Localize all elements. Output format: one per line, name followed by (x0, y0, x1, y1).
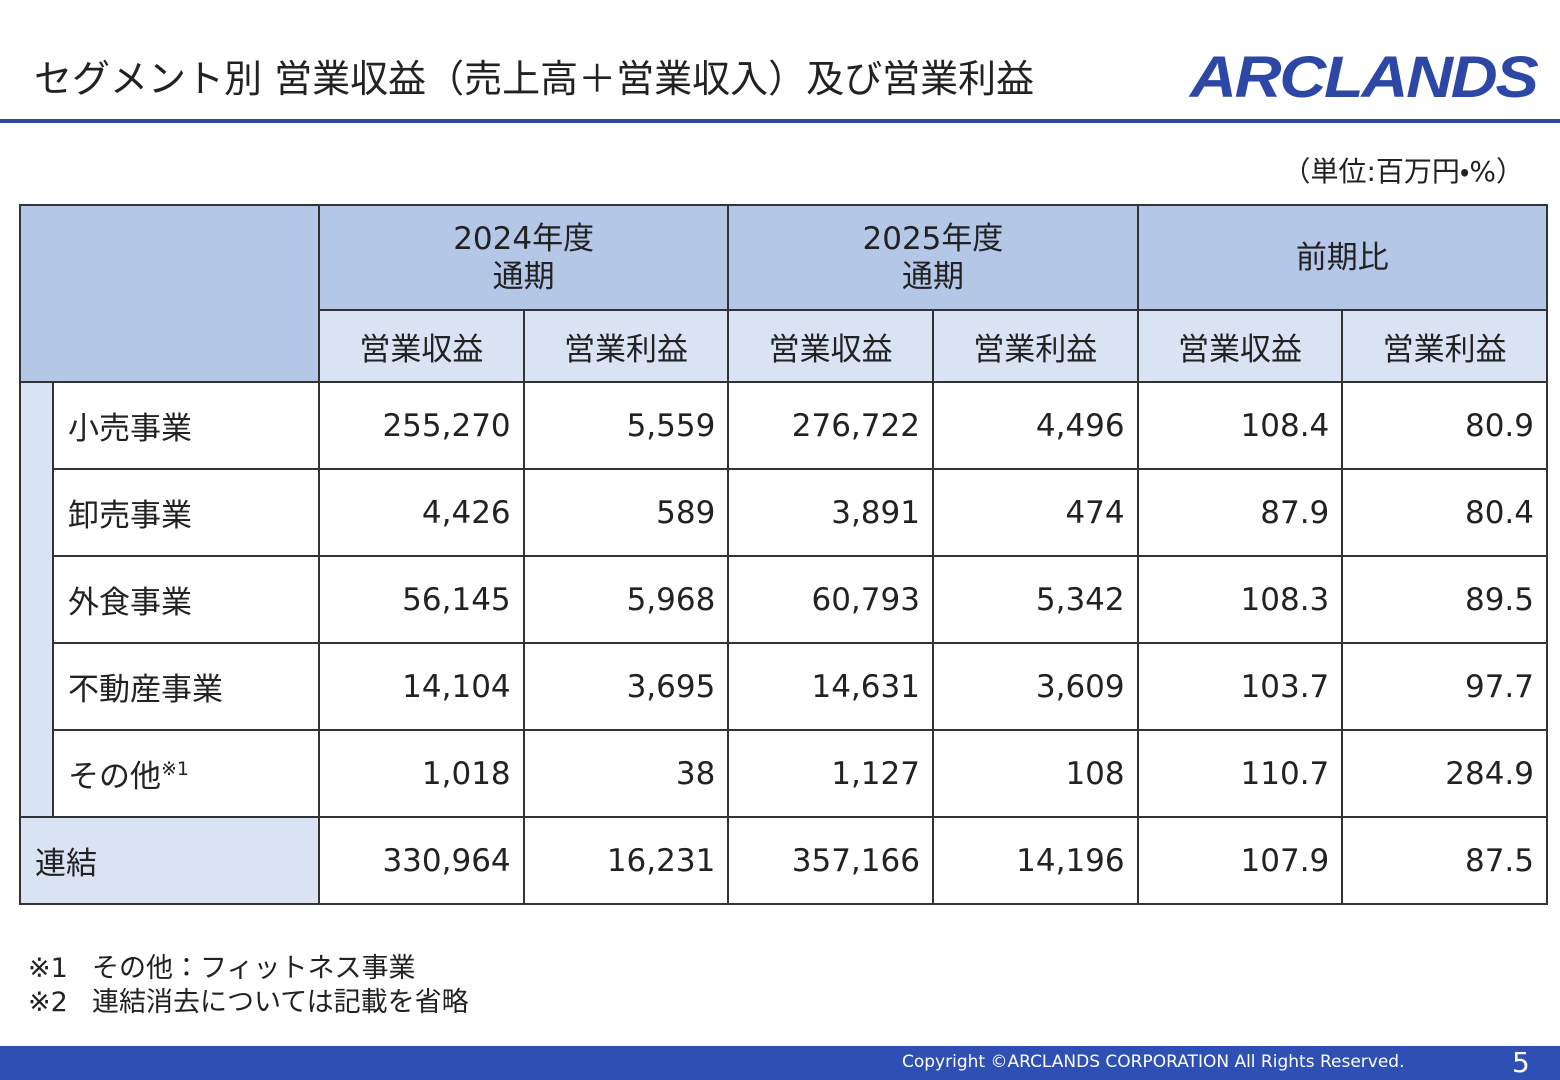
period-header: 2024年度 通期 (317, 204, 730, 311)
value-cell: 107.9 (1136, 816, 1344, 905)
value-cell: 284.9 (1341, 729, 1548, 818)
logo: ARCLANDS (1190, 45, 1539, 110)
value-cell: 14,196 (931, 816, 1139, 905)
value-cell: 4,426 (318, 468, 525, 557)
footnote: ※1 その他：フィットネス事業 (28, 952, 469, 986)
segment-name: 小売事業 (68, 411, 192, 447)
value-cell: 1,127 (727, 729, 934, 818)
segment-row: 小売事業 255,270 5,559 276,722 4,496 108.4 80.9 (19, 381, 1548, 817)
value-cell: 3,609 (931, 642, 1139, 731)
value-cell: 5,342 (931, 555, 1139, 644)
unit-note: （単位:百万円・%） (1282, 155, 1524, 188)
page-number: 5 (1512, 1046, 1530, 1079)
footnote: ※2 連結消去については記載を省略 (28, 986, 469, 1020)
segment-label: 卸売事業 (52, 468, 320, 557)
footnote-mark: ※1 (28, 953, 68, 984)
total-label: 連結 (19, 816, 320, 905)
value-cell: 5,968 (522, 555, 730, 644)
segment-row: 不動産事業 14,104 3,695 14,631 3,609 103.7 97.7 (20, 642, 1548, 731)
subheader: 営業利益 (522, 309, 730, 383)
value-cell: 110.7 (1136, 729, 1344, 818)
value-cell: 103.7 (1136, 642, 1344, 731)
period-term: 通期 (901, 258, 964, 295)
value-cell: 80.4 (1341, 468, 1548, 557)
value-cell: 589 (522, 468, 730, 557)
footnotes: ※1 その他：フィットネス事業 ※2 連結消去については記載を省略 (28, 952, 469, 1020)
value-cell: 108.4 (1136, 381, 1344, 470)
period-year: 2025年度 (862, 220, 1004, 257)
segment-row: 外食事業 56,145 5,968 60,793 5,342 108.3 89.5 (20, 555, 1548, 644)
period-header: 前期比 (1136, 204, 1549, 311)
value-cell: 5,559 (522, 381, 730, 470)
footnote-text: 連結消去については記載を省略 (92, 987, 469, 1018)
segment-name: 不動産事業 (68, 672, 223, 708)
value-cell: 87.9 (1136, 468, 1344, 557)
segment-name: その他 (68, 759, 161, 795)
period-header: 2025年度 通期 (727, 204, 1139, 311)
value-cell: 3,891 (727, 468, 934, 557)
segment-table: 2024年度 通期 2025年度 通期 前期比 営業収益 営業利益 営業収益 営業利益 営業収益営… (19, 204, 1549, 905)
value-cell: 255,270 (318, 381, 525, 470)
subheader: 営業利益 (1341, 309, 1548, 383)
value-cell: 14,104 (318, 642, 525, 731)
footnote-ref: ※1 (161, 758, 190, 780)
value-cell: 3,695 (522, 642, 730, 731)
segment-name: 卸売事業 (68, 498, 192, 534)
period-term: 通期 (492, 258, 555, 295)
value-cell: 97.7 (1341, 642, 1548, 731)
footnote-mark: ※2 (28, 987, 68, 1018)
total-row: 連結 330,964 16,231 357,166 14,196 107.9 87.5 (19, 816, 1548, 905)
title: セグメント別 営業収益（売上高＋営業収入）及び営業利益 (34, 57, 1035, 101)
header-row: 2024年度 通期 2025年度 通期 前期比 (19, 204, 1549, 383)
value-cell: 108 (931, 729, 1139, 818)
segment-strip (19, 382, 54, 817)
segment-name: 外食事業 (68, 585, 192, 621)
subheader: 営業収益 (318, 309, 525, 383)
segment-label: 不動産事業 (52, 642, 320, 731)
subheader: 営業収益 (1136, 309, 1344, 383)
subheader: 営業利益 (931, 309, 1139, 383)
footnote-text: その他：フィットネス事業 (92, 953, 416, 984)
value-cell: 276,722 (727, 381, 934, 470)
value-cell: 4,496 (931, 381, 1139, 470)
subheader-row: 営業収益 営業利益 営業収益 営業利益 営業収益 営業利益 (20, 309, 1548, 383)
period-year: 2024年度 (453, 220, 595, 257)
segment-label: 小売事業 (52, 381, 320, 470)
corner-cell (19, 204, 320, 383)
value-cell: 60,793 (727, 555, 934, 644)
value-cell: 56,145 (318, 555, 525, 644)
segment-label: その他※1 (52, 729, 320, 818)
value-cell: 357,166 (727, 816, 934, 905)
value-cell: 1,018 (318, 729, 525, 818)
value-cell: 14,631 (727, 642, 934, 731)
footer: Copyright ©ARCLANDS CORPORATION All Righ… (0, 1046, 1560, 1080)
value-cell: 87.5 (1341, 816, 1548, 905)
header-rule (0, 119, 1560, 123)
value-cell: 108.3 (1136, 555, 1344, 644)
segment-row: その他※1 1,018 38 1,127 108 110.7 284.9 (20, 729, 1548, 818)
value-cell: 80.9 (1341, 381, 1548, 470)
period-year: 前期比 (1295, 239, 1389, 276)
segment-row: 卸売事業 4,426 589 3,891 474 87.9 80.4 (20, 468, 1548, 557)
subheader: 営業収益 (727, 309, 934, 383)
value-cell: 16,231 (522, 816, 730, 905)
segment-label: 外食事業 (52, 555, 320, 644)
copyright: Copyright ©ARCLANDS CORPORATION All Righ… (902, 1052, 1405, 1072)
value-cell: 330,964 (318, 816, 525, 905)
value-cell: 474 (931, 468, 1139, 557)
value-cell: 89.5 (1341, 555, 1548, 644)
value-cell: 38 (522, 729, 730, 818)
